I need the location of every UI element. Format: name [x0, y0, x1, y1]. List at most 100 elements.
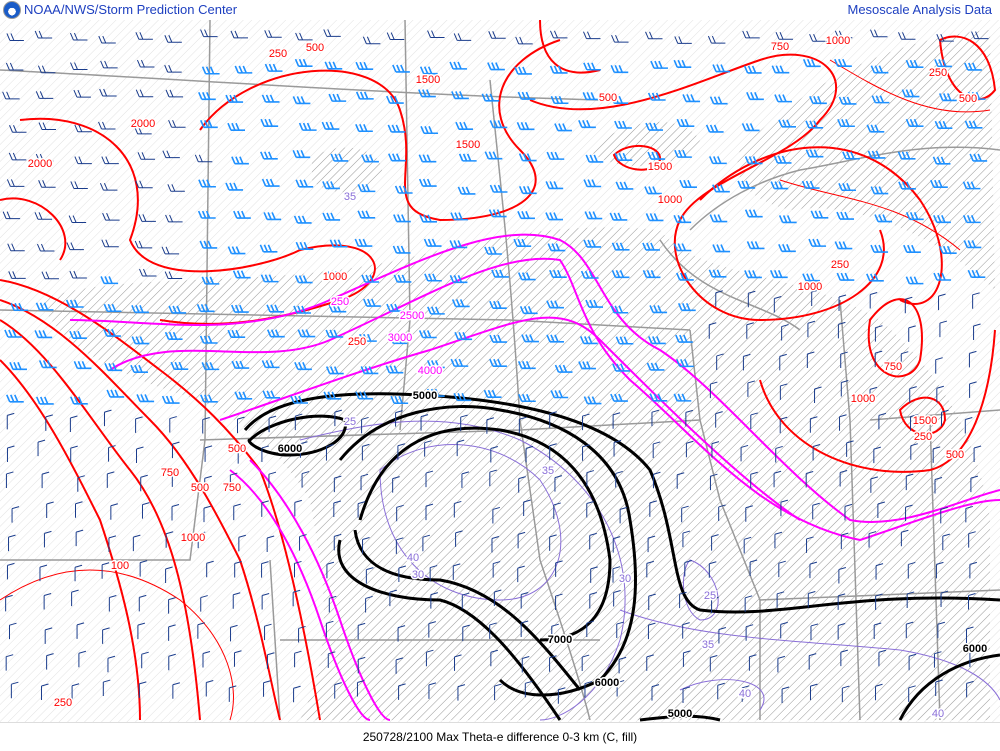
wind-barb: [711, 534, 719, 551]
wind-barb: [811, 289, 819, 307]
wind-barb: [909, 386, 917, 403]
wind-barb: [775, 445, 783, 463]
wind-barb: [645, 31, 663, 40]
wind-barb: [386, 32, 405, 41]
wind-barb: [328, 595, 337, 613]
wind-barb: [11, 506, 20, 523]
wind-barb: [233, 503, 241, 521]
wind-barb: [646, 654, 654, 671]
wind-barb: [395, 537, 404, 554]
wind-barb: [744, 156, 763, 165]
wind-barb: [76, 622, 85, 639]
wind-barb: [229, 472, 238, 490]
wind-barb: [292, 589, 301, 607]
wind-barb: [583, 31, 601, 40]
wind-barb: [487, 62, 505, 71]
wind-barb: [878, 649, 887, 667]
wind-barb: [647, 92, 666, 101]
wind-barb: [908, 325, 916, 342]
wind-barb: [330, 153, 349, 162]
wind-barb: [41, 471, 50, 489]
wind-barb: [583, 179, 602, 188]
wind-barb: [969, 561, 978, 579]
wind-barb: [493, 589, 502, 607]
wind-barb: [397, 443, 406, 460]
wind-barb: [394, 185, 413, 194]
wind-barb: [651, 409, 660, 427]
wind-barb: [870, 244, 889, 253]
wind-barb: [328, 93, 347, 102]
wind-barb: [165, 566, 173, 584]
wind-barb: [586, 470, 595, 487]
wind-barb: [524, 680, 533, 698]
wind-barb: [164, 271, 183, 280]
wind-barb: [905, 211, 924, 221]
wind-barb: [427, 30, 445, 39]
wind-barb: [708, 561, 717, 578]
wind-barb: [676, 359, 694, 368]
wind-barb: [194, 154, 213, 163]
wind-barb: [392, 64, 410, 73]
wind-barb: [841, 685, 850, 703]
wind-barb: [69, 270, 87, 279]
wind-barb: [674, 36, 692, 44]
wind-barb: [518, 393, 536, 403]
wind-barb: [165, 531, 174, 548]
wind-barb: [69, 330, 87, 339]
contour-label: 1000: [323, 271, 347, 283]
wind-barb: [70, 445, 78, 463]
wind-barb: [809, 34, 827, 42]
wind-barb: [743, 65, 762, 74]
wind-barb: [420, 125, 439, 135]
wind-barb: [555, 560, 563, 577]
wind-barb: [839, 414, 847, 431]
wind-barb: [613, 589, 621, 607]
wind-barb: [201, 276, 220, 285]
contour-label: 6000: [595, 677, 619, 689]
wind-barb: [809, 96, 827, 105]
wind-barb: [333, 475, 342, 493]
wind-barb: [264, 623, 272, 641]
wind-barb: [750, 471, 758, 489]
wind-barb: [586, 620, 594, 638]
wind-barb: [423, 238, 442, 247]
wind-barb: [612, 412, 621, 429]
wind-barb: [935, 679, 943, 697]
wind-barb: [647, 622, 656, 640]
wind-barb: [107, 655, 116, 673]
wind-barb: [141, 502, 150, 519]
wind-barb: [8, 534, 16, 552]
wind-barb: [676, 118, 695, 128]
wind-barb: [238, 534, 246, 552]
wind-barb: [773, 296, 782, 313]
wind-barb: [227, 246, 246, 255]
wind-barb: [333, 533, 342, 551]
wind-barb: [773, 470, 782, 488]
wind-barb: [610, 305, 629, 314]
wind-barb: [940, 409, 949, 427]
wind-barb: [586, 501, 594, 518]
wind-barb: [513, 238, 532, 247]
wind-barb: [840, 380, 849, 397]
wind-barb: [547, 243, 566, 252]
wind-barb: [907, 561, 916, 579]
wind-barb: [578, 361, 596, 370]
wind-barb: [161, 395, 180, 404]
wind-barb: [554, 364, 573, 373]
wind-barb: [834, 58, 852, 67]
wind-barb: [877, 501, 886, 518]
wind-barb: [36, 396, 54, 405]
wind-barb: [805, 149, 824, 158]
wind-barb: [518, 476, 526, 493]
wind-barb: [261, 178, 280, 187]
wind-barb: [681, 505, 689, 523]
wind-barb: [938, 293, 946, 311]
wind-barb: [971, 31, 989, 40]
wind-barb: [100, 60, 118, 69]
wind-barb: [878, 412, 887, 430]
wind-barb: [138, 594, 147, 612]
wind-barb: [261, 360, 280, 369]
wind-barb: [39, 564, 48, 582]
wind-barb: [581, 654, 590, 672]
wind-barb: [905, 276, 924, 285]
